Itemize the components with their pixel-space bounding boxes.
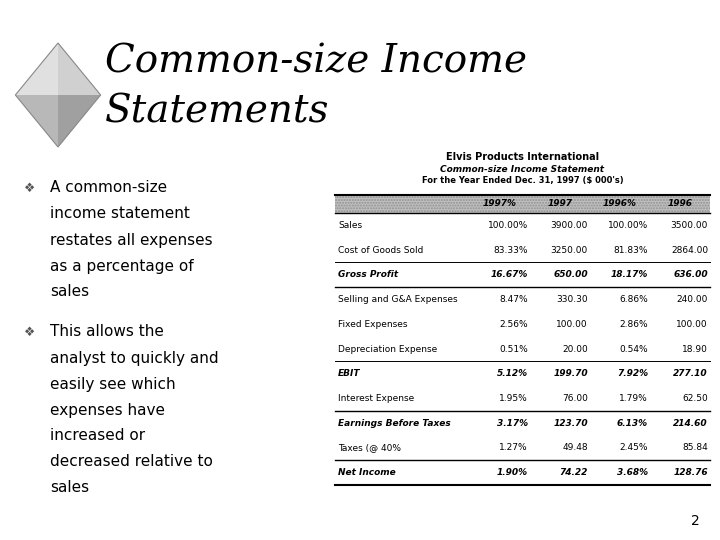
Text: 3900.00: 3900.00 xyxy=(551,221,588,230)
Text: 6.13%: 6.13% xyxy=(617,418,648,428)
Text: 2.56%: 2.56% xyxy=(500,320,528,329)
Text: 1996%: 1996% xyxy=(603,199,637,208)
Text: restates all expenses: restates all expenses xyxy=(50,233,212,247)
Text: as a percentage of: as a percentage of xyxy=(50,259,194,273)
Text: 1.27%: 1.27% xyxy=(500,443,528,453)
Polygon shape xyxy=(15,43,58,95)
Text: For the Year Ended Dec. 31, 1997 ($ 000's): For the Year Ended Dec. 31, 1997 ($ 000'… xyxy=(422,177,624,186)
Text: 330.30: 330.30 xyxy=(557,295,588,304)
Text: 100.00: 100.00 xyxy=(676,320,708,329)
Text: 3500.00: 3500.00 xyxy=(670,221,708,230)
Text: Statements: Statements xyxy=(105,93,330,131)
Text: ❖: ❖ xyxy=(24,181,35,194)
Text: 1997: 1997 xyxy=(547,199,572,208)
Text: 16.67%: 16.67% xyxy=(490,271,528,279)
Polygon shape xyxy=(58,43,101,95)
Text: 6.86%: 6.86% xyxy=(619,295,648,304)
Text: 83.33%: 83.33% xyxy=(493,246,528,254)
Text: 81.83%: 81.83% xyxy=(613,246,648,254)
Text: 240.00: 240.00 xyxy=(677,295,708,304)
Text: Gross Profit: Gross Profit xyxy=(338,271,398,279)
Text: 3.17%: 3.17% xyxy=(497,418,528,428)
Text: 5.12%: 5.12% xyxy=(497,369,528,378)
Text: 18.17%: 18.17% xyxy=(611,271,648,279)
Text: increased or: increased or xyxy=(50,429,145,443)
Text: 49.48: 49.48 xyxy=(562,443,588,453)
Text: Earnings Before Taxes: Earnings Before Taxes xyxy=(338,418,451,428)
Text: easily see which: easily see which xyxy=(50,376,176,392)
Polygon shape xyxy=(58,95,101,147)
Text: sales: sales xyxy=(50,285,89,300)
Text: 650.00: 650.00 xyxy=(554,271,588,279)
Text: 2864.00: 2864.00 xyxy=(671,246,708,254)
Text: decreased relative to: decreased relative to xyxy=(50,455,213,469)
Text: 7.92%: 7.92% xyxy=(617,369,648,378)
Text: 8.47%: 8.47% xyxy=(500,295,528,304)
Text: sales: sales xyxy=(50,481,89,496)
Text: 277.10: 277.10 xyxy=(673,369,708,378)
Text: 18.90: 18.90 xyxy=(682,345,708,354)
Text: 2.86%: 2.86% xyxy=(619,320,648,329)
Text: 0.51%: 0.51% xyxy=(499,345,528,354)
Text: 3.68%: 3.68% xyxy=(617,468,648,477)
Text: Sales: Sales xyxy=(338,221,362,230)
Text: 636.00: 636.00 xyxy=(673,271,708,279)
Text: Taxes (@ 40%: Taxes (@ 40% xyxy=(338,443,401,453)
Text: 20.00: 20.00 xyxy=(562,345,588,354)
Text: EBIT: EBIT xyxy=(338,369,361,378)
Text: 128.76: 128.76 xyxy=(673,468,708,477)
Text: 100.00: 100.00 xyxy=(557,320,588,329)
Text: 0.54%: 0.54% xyxy=(619,345,648,354)
Text: Fixed Expenses: Fixed Expenses xyxy=(338,320,408,329)
Text: 2.45%: 2.45% xyxy=(619,443,648,453)
Text: A common-size: A common-size xyxy=(50,180,167,195)
FancyBboxPatch shape xyxy=(335,195,710,213)
Text: This allows the: This allows the xyxy=(50,325,164,340)
Polygon shape xyxy=(15,95,58,147)
Text: 1996: 1996 xyxy=(667,199,693,208)
Text: Cost of Goods Sold: Cost of Goods Sold xyxy=(338,246,423,254)
Text: 100.00%: 100.00% xyxy=(608,221,648,230)
Text: 199.70: 199.70 xyxy=(554,369,588,378)
Text: Depreciation Expense: Depreciation Expense xyxy=(338,345,437,354)
Text: expenses have: expenses have xyxy=(50,402,165,417)
Text: Selling and G&A Expenses: Selling and G&A Expenses xyxy=(338,295,458,304)
Text: 3250.00: 3250.00 xyxy=(551,246,588,254)
Text: Net Income: Net Income xyxy=(338,468,396,477)
Text: analyst to quickly and: analyst to quickly and xyxy=(50,350,219,366)
Text: Elvis Products International: Elvis Products International xyxy=(446,152,599,162)
Text: Common-size Income Statement: Common-size Income Statement xyxy=(441,165,605,173)
Text: 1.79%: 1.79% xyxy=(619,394,648,403)
Text: 1.90%: 1.90% xyxy=(497,468,528,477)
Text: 1997%: 1997% xyxy=(483,199,517,208)
Text: 85.84: 85.84 xyxy=(683,443,708,453)
Text: Common-size Income: Common-size Income xyxy=(105,44,527,80)
Text: 123.70: 123.70 xyxy=(554,418,588,428)
Text: ❖: ❖ xyxy=(24,326,35,339)
Text: 100.00%: 100.00% xyxy=(487,221,528,230)
Text: 62.50: 62.50 xyxy=(683,394,708,403)
Text: 214.60: 214.60 xyxy=(673,418,708,428)
Text: Interest Expense: Interest Expense xyxy=(338,394,414,403)
Text: 1.95%: 1.95% xyxy=(499,394,528,403)
Text: 76.00: 76.00 xyxy=(562,394,588,403)
Text: income statement: income statement xyxy=(50,206,190,221)
Text: 2: 2 xyxy=(691,514,700,528)
Text: 74.22: 74.22 xyxy=(559,468,588,477)
